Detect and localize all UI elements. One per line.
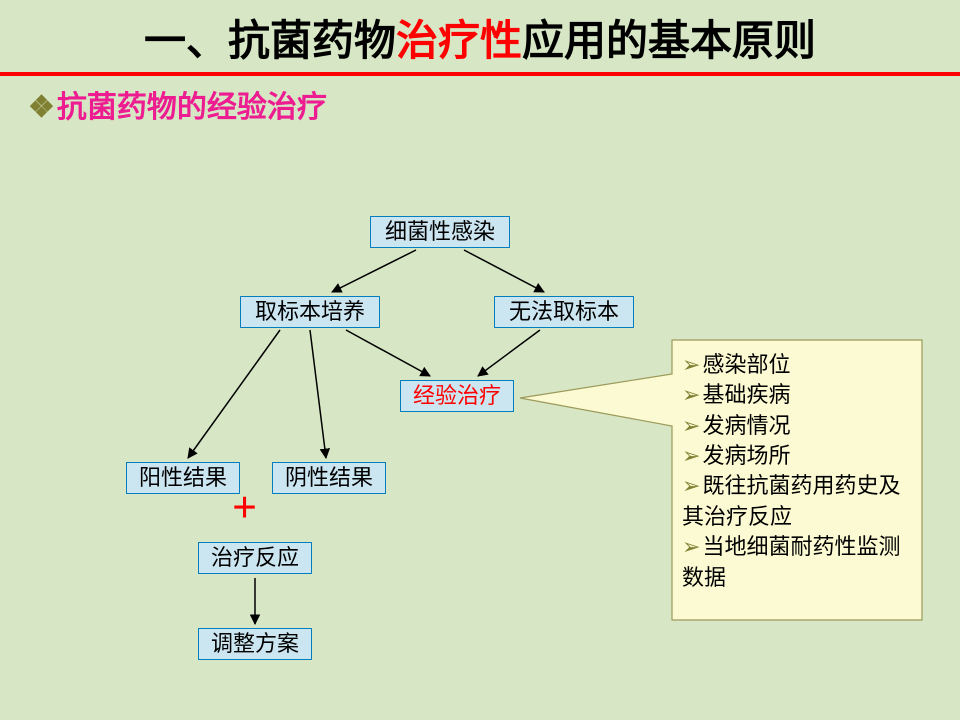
chevron-right-icon: ➢ (682, 352, 700, 377)
node-empiric: 经验治疗 (400, 380, 514, 412)
callout-item-text: 基础疾病 (702, 382, 790, 407)
bullet-icon: ❖ (28, 91, 55, 124)
subtitle-text: 抗菌药物的经验治疗 (57, 91, 327, 124)
title-part1: 一、抗菌药物 (144, 19, 396, 65)
chevron-right-icon: ➢ (682, 382, 700, 407)
subtitle: ❖抗菌药物的经验治疗 (0, 76, 960, 126)
title-part2: 应用的基本原则 (522, 19, 816, 65)
node-positive: 阳性结果 (126, 462, 240, 494)
node-adjust: 调整方案 (198, 628, 312, 660)
callout-item: ➢当地细菌耐药性监测数据 (682, 532, 912, 593)
callout: ➢感染部位➢基础疾病➢发病情况➢发病场所➢既往抗菌药用药史及其治疗反应➢当地细菌… (682, 350, 912, 593)
title-highlight: 治疗性 (396, 19, 522, 65)
callout-item-text: 发病场所 (702, 443, 790, 468)
callout-item-text: 既往抗菌药用药史及其治疗反应 (682, 473, 900, 528)
callout-item: ➢感染部位 (682, 350, 912, 380)
callout-item: ➢基础疾病 (682, 380, 912, 410)
node-reaction: 治疗反应 (198, 542, 312, 574)
slide: 一、抗菌药物治疗性应用的基本原则 ❖抗菌药物的经验治疗 细菌性感染取标本培养 无法… (0, 0, 960, 720)
chevron-right-icon: ➢ (682, 443, 700, 468)
callout-item: ➢发病情况 (682, 411, 912, 441)
callout-item-text: 当地细菌耐药性监测数据 (682, 534, 900, 589)
node-negative: 阴性结果 (272, 462, 386, 494)
callout-item: ➢既往抗菌药用药史及其治疗反应 (682, 471, 912, 532)
callout-item: ➢发病场所 (682, 441, 912, 471)
chevron-right-icon: ➢ (682, 534, 700, 559)
chevron-right-icon: ➢ (682, 473, 700, 498)
slide-title: 一、抗菌药物治疗性应用的基本原则 (0, 0, 960, 72)
callout-item-text: 感染部位 (702, 352, 790, 377)
node-culture: 取标本培养 (240, 296, 380, 328)
plus-icon: + (232, 482, 257, 533)
node-nocult: 无法取标本 (494, 296, 634, 328)
node-infect: 细菌性感染 (370, 216, 510, 248)
chevron-right-icon: ➢ (682, 413, 700, 438)
callout-item-text: 发病情况 (702, 413, 790, 438)
